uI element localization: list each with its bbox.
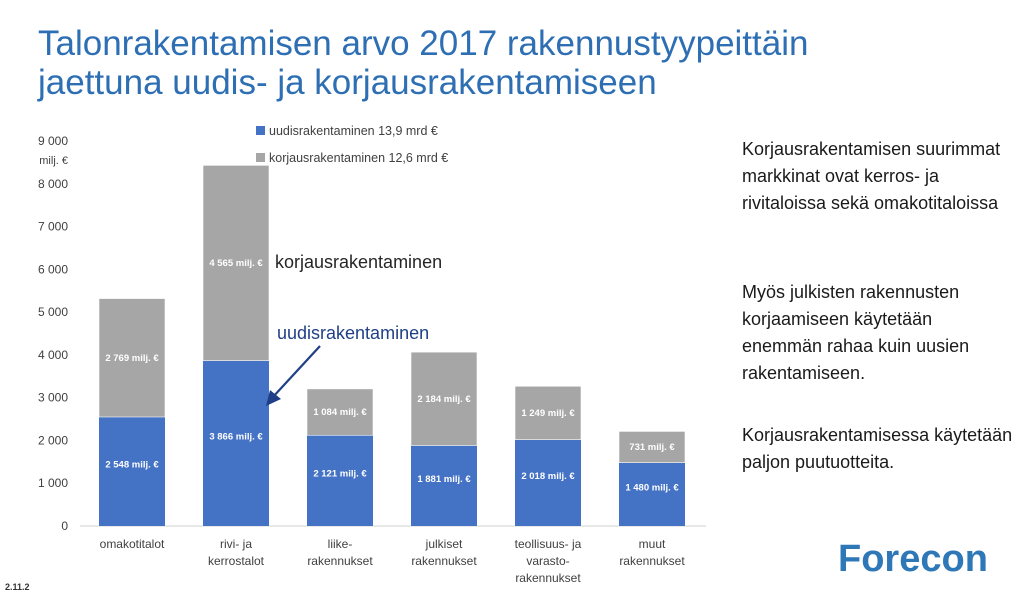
y-tick-label: 9 000 xyxy=(38,134,68,148)
data-label-uudisrakentaminen: 3 866 milj. € xyxy=(209,431,263,442)
y-tick-label: 7 000 xyxy=(38,220,68,234)
bar-uudisrakentaminen xyxy=(515,439,581,526)
y-tick-label: 1 000 xyxy=(38,476,68,490)
slide-title-line-1: Talonrakentamisen arvo 2017 rakennustyyp… xyxy=(38,24,809,63)
bar-korjausrakentaminen xyxy=(514,385,582,440)
data-label-uudisrakentaminen: 1 480 milj. € xyxy=(625,482,679,493)
annotation-korjausrakentaminen: korjausrakentaminen xyxy=(275,252,442,272)
data-label-korjausrakentaminen: 2 184 milj. € xyxy=(417,394,471,405)
bar-korjausrakentaminen xyxy=(410,351,478,446)
slide-title-line-2: jaettuna uudis- ja korjausrakentamiseen xyxy=(38,63,657,102)
category-label: rakennukset xyxy=(411,554,477,568)
y-tick-label: 0 xyxy=(61,519,68,533)
y-tick-label: 5 000 xyxy=(38,305,68,319)
category-label: rakennukset xyxy=(307,554,373,568)
slide-title: Talonrakentamisen arvo 2017 rakennustyyp… xyxy=(38,24,998,102)
legend-label-korjausrakentaminen: korjausrakentaminen 12,6 mrd € xyxy=(269,151,448,165)
bar-uudisrakentaminen xyxy=(99,417,165,526)
annotation-uudisrakentaminen: uudisrakentaminen xyxy=(277,323,429,343)
data-label-uudisrakentaminen: 2 548 milj. € xyxy=(105,460,159,471)
bar-uudisrakentaminen xyxy=(307,435,373,526)
bar-korjausrakentaminen xyxy=(98,298,166,418)
data-label-korjausrakentaminen: 2 769 milj. € xyxy=(105,353,159,364)
bar-korjausrakentaminen xyxy=(618,431,686,463)
side-text-3: Korjausrakentamisessa käytetään paljon p… xyxy=(742,425,1013,472)
category-label: kerrostalot xyxy=(208,554,265,568)
side-text-1: Korjausrakentamisen suurimmat markkinat … xyxy=(742,139,1001,213)
y-tick-label: 6 000 xyxy=(38,262,68,276)
category-label: julkiset xyxy=(425,537,463,551)
annotation-arrow-line xyxy=(271,345,321,399)
y-tick-label: 2 000 xyxy=(38,433,68,447)
category-label: liike- xyxy=(328,537,353,551)
annotation-arrow-head xyxy=(266,390,281,406)
forecon-logo: Forecon xyxy=(838,538,988,580)
y-axis-unit-label: milj. € xyxy=(39,155,68,167)
category-label: varasto- xyxy=(526,554,569,568)
category-label: rivi- ja xyxy=(220,537,252,551)
data-label-uudisrakentaminen: 2 121 milj. € xyxy=(313,469,367,480)
category-label: omakotitalot xyxy=(100,537,165,551)
y-tick-label: 3 000 xyxy=(38,391,68,405)
data-label-korjausrakentaminen: 1 084 milj. € xyxy=(313,407,367,418)
legend-swatch-uudisrakentaminen xyxy=(256,126,265,135)
y-tick-label: 8 000 xyxy=(38,177,68,191)
data-label-uudisrakentaminen: 2 018 milj. € xyxy=(521,471,575,482)
legend-swatch-korjausrakentaminen xyxy=(256,153,265,162)
y-tick-label: 4 000 xyxy=(38,348,68,362)
bar-korjausrakentaminen xyxy=(202,165,270,361)
stacked-bar-chart: 0 1 000 2 000 3 000 4 000 5 000 6 000 7 000 8 00… xyxy=(38,124,706,585)
category-label: teollisuus- ja xyxy=(515,537,582,551)
data-label-korjausrakentaminen: 731 milj. € xyxy=(629,442,675,453)
data-label-korjausrakentaminen: 4 565 milj. € xyxy=(209,258,263,269)
category-label: rakennukset xyxy=(515,571,581,585)
slide-date: 2.11.2 xyxy=(5,582,30,592)
bar-uudisrakentaminen xyxy=(619,462,685,526)
data-label-korjausrakentaminen: 1 249 milj. € xyxy=(521,408,575,419)
legend-label-uudisrakentaminen: uudisrakentaminen 13,9 mrd € xyxy=(269,124,438,138)
bar-uudisrakentaminen xyxy=(203,360,269,526)
side-text-2: Myös julkisten rakennusten korjaamiseen … xyxy=(742,282,970,383)
category-label: rakennukset xyxy=(619,554,685,568)
data-label-uudisrakentaminen: 1 881 milj. € xyxy=(417,474,471,485)
category-label: muut xyxy=(639,537,666,551)
bar-korjausrakentaminen xyxy=(306,388,374,436)
bar-uudisrakentaminen xyxy=(411,445,477,526)
